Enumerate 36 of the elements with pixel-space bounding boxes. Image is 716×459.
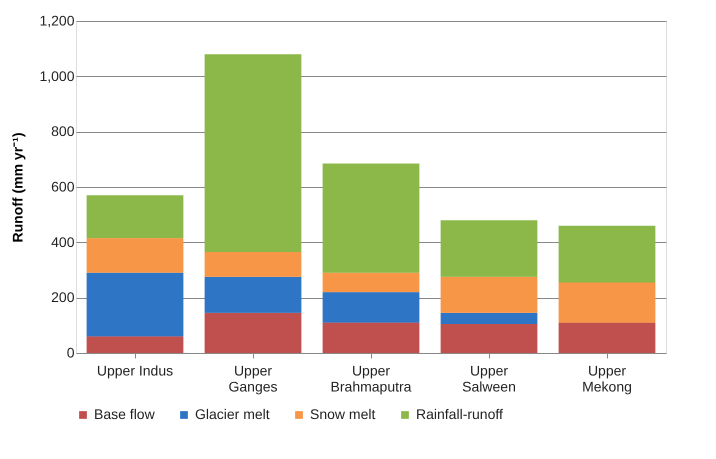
bar bbox=[558, 282, 656, 323]
bar bbox=[440, 312, 538, 324]
y-tick-label: 600 bbox=[51, 178, 75, 194]
x-tick-label: Upper Mekong bbox=[582, 362, 632, 394]
x-tick-label: Upper Ganges bbox=[228, 362, 278, 394]
bar bbox=[204, 312, 302, 353]
y-tick-label: 0 bbox=[66, 344, 75, 360]
bar bbox=[440, 220, 538, 277]
bar bbox=[86, 195, 184, 238]
bar bbox=[322, 322, 420, 353]
legend-label: Glacier melt bbox=[195, 406, 270, 422]
bar bbox=[322, 292, 420, 323]
legend-label: Base flow bbox=[94, 406, 156, 422]
bar bbox=[86, 272, 184, 336]
bar bbox=[558, 322, 656, 353]
bar bbox=[322, 272, 420, 292]
bar bbox=[440, 324, 538, 353]
legend-label: Snow melt bbox=[310, 406, 376, 422]
bar bbox=[86, 336, 184, 353]
y-axis-title: Runoff (mm yr⁻¹) bbox=[9, 132, 26, 242]
bar bbox=[204, 54, 302, 252]
y-tick-label: 1,200 bbox=[39, 12, 75, 28]
bar bbox=[440, 276, 538, 313]
bar bbox=[204, 252, 302, 277]
x-tick-label: Upper Indus bbox=[96, 362, 174, 378]
y-tick-label: 400 bbox=[51, 234, 75, 250]
x-tick-label: Upper Salween bbox=[462, 362, 516, 394]
bar bbox=[86, 238, 184, 273]
x-tick-label: Upper Brahmaputra bbox=[330, 362, 412, 394]
y-tick-label: 1,000 bbox=[39, 68, 75, 84]
y-tick-label: 200 bbox=[51, 289, 75, 306]
bar bbox=[558, 226, 656, 282]
bar bbox=[204, 276, 302, 313]
bar bbox=[322, 163, 420, 273]
y-tick-label: 800 bbox=[51, 123, 75, 140]
legend-label: Rainfall-runoff bbox=[416, 406, 504, 422]
